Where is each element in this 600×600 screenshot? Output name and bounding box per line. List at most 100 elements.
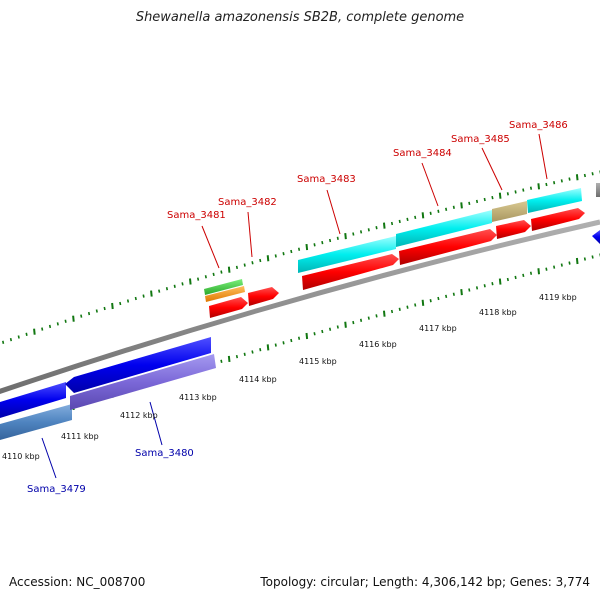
upper-scale-tick xyxy=(87,311,91,316)
upper-scale-tick xyxy=(41,327,44,331)
upper-scale-tick xyxy=(48,324,52,329)
lower-scale-tick xyxy=(227,355,231,363)
gene-feature-forward xyxy=(399,229,497,265)
upper-scale-tick xyxy=(282,252,285,256)
lower-scale-tick xyxy=(437,296,440,301)
upper-scale-tick xyxy=(251,261,254,265)
lower-scale-tick xyxy=(220,359,223,363)
upper-scale-tick xyxy=(406,217,409,222)
lower-scale-tick xyxy=(352,320,355,325)
lower-scale-tick xyxy=(344,321,347,328)
upper-scale-tick xyxy=(95,309,98,313)
scale-label-4113: 4113 kbp xyxy=(179,393,217,402)
lower-scale-tick xyxy=(429,299,432,303)
gene-feature-forward xyxy=(209,297,248,318)
upper-scale-tick xyxy=(103,306,106,311)
lower-scale-tick xyxy=(560,263,563,267)
upper-scale-tick xyxy=(553,181,556,185)
gene-feature-small xyxy=(205,286,245,302)
lower-scale-tick xyxy=(537,268,541,275)
scale-label-4114: 4114 kbp xyxy=(239,375,277,384)
gene-leader-line xyxy=(247,211,253,258)
lower-scale-tick xyxy=(259,348,262,352)
lower-scale-tick xyxy=(375,314,378,318)
upper-scale-tick xyxy=(445,207,448,211)
upper-scale-tick xyxy=(452,205,455,209)
lower-scale-tick xyxy=(483,284,486,288)
lower-scale-tick xyxy=(282,341,285,345)
gene-label-sama-3486: Sama_3486 xyxy=(509,120,568,131)
upper-scale-tick xyxy=(537,183,541,190)
upper-scale-tick xyxy=(2,340,5,344)
upper-scale-tick xyxy=(158,289,161,293)
lower-scale-tick xyxy=(266,344,270,351)
upper-scale-tick xyxy=(498,192,502,199)
gene-label-sama-3482: Sama_3482 xyxy=(218,197,277,208)
gene-label-sama-3484: Sama_3484 xyxy=(393,148,452,159)
gene-feature-edge xyxy=(592,230,600,244)
lower-scale-tick xyxy=(452,292,455,296)
lower-scale-tick xyxy=(583,257,586,261)
upper-scale-tick xyxy=(560,179,563,183)
gene-label-sama-3485: Sama_3485 xyxy=(451,134,510,145)
upper-scale-tick xyxy=(290,249,293,254)
upper-scale-tick xyxy=(583,173,586,178)
upper-scale-tick xyxy=(297,247,301,251)
gene-feature-reverse xyxy=(0,404,72,440)
upper-scale-tick xyxy=(17,335,20,339)
upper-scale-tick xyxy=(460,202,463,209)
genome-summary-text: Topology: circular; Length: 4,306,142 bp… xyxy=(260,575,590,589)
upper-scale-tick xyxy=(204,275,207,279)
gene-leader-line xyxy=(149,401,163,446)
lower-scale-tick xyxy=(522,273,525,278)
lower-scale-tick xyxy=(445,294,448,299)
scale-label-4112: 4112 kbp xyxy=(120,411,158,420)
upper-scale-tick xyxy=(189,278,192,285)
upper-scale-tick xyxy=(483,197,486,202)
lower-scale-tick xyxy=(251,350,254,354)
gene-label-sama-3481: Sama_3481 xyxy=(167,210,226,221)
upper-scale-tick xyxy=(529,186,533,190)
lower-scale-tick xyxy=(506,277,509,282)
scale-label-4110: 4110 kbp xyxy=(2,452,40,461)
upper-scale-tick xyxy=(336,236,339,240)
upper-scale-tick xyxy=(9,337,13,342)
gene-leader-line xyxy=(538,133,548,180)
lower-scale-tick xyxy=(290,338,293,343)
scale-label-4116: 4116 kbp xyxy=(359,340,397,349)
gene-feature-forward xyxy=(302,254,399,290)
lower-scale-tick xyxy=(382,310,386,317)
scale-label-4118: 4118 kbp xyxy=(479,308,517,317)
upper-scale-tick xyxy=(468,201,471,206)
upper-scale-tick xyxy=(344,233,347,240)
upper-scale-tick xyxy=(142,294,145,298)
upper-scale-tick xyxy=(522,188,525,192)
upper-scale-tick xyxy=(437,209,440,213)
upper-scale-tick xyxy=(390,221,394,226)
upper-scale-tick xyxy=(173,284,176,288)
lower-scale-tick xyxy=(243,352,246,356)
upper-scale-tick xyxy=(56,322,59,326)
upper-scale-tick xyxy=(575,174,579,181)
gene-leader-line xyxy=(326,189,341,235)
gene-feature-reverse xyxy=(0,382,66,418)
gene-feature-forward xyxy=(492,201,527,222)
upper-scale-tick xyxy=(375,226,378,230)
upper-scale-tick xyxy=(212,272,215,277)
upper-scale-tick xyxy=(514,190,517,194)
upper-scale-tick xyxy=(220,270,223,274)
upper-scale-tick xyxy=(506,192,509,196)
lower-scale-tick xyxy=(568,261,571,265)
gene-label-sama-3480: Sama_3480 xyxy=(135,448,194,459)
upper-scale-tick xyxy=(382,222,386,229)
gene-leader-line xyxy=(41,437,57,479)
upper-scale-tick xyxy=(367,228,370,232)
lower-scale-tick xyxy=(305,332,309,340)
lower-scale-tick xyxy=(414,303,417,307)
scale-label-4111: 4111 kbp xyxy=(61,432,99,441)
lower-scale-tick xyxy=(336,325,339,329)
scale-label-4119: 4119 kbp xyxy=(539,293,577,302)
lower-scale-tick xyxy=(553,265,556,269)
gene-feature-forward xyxy=(527,188,582,213)
